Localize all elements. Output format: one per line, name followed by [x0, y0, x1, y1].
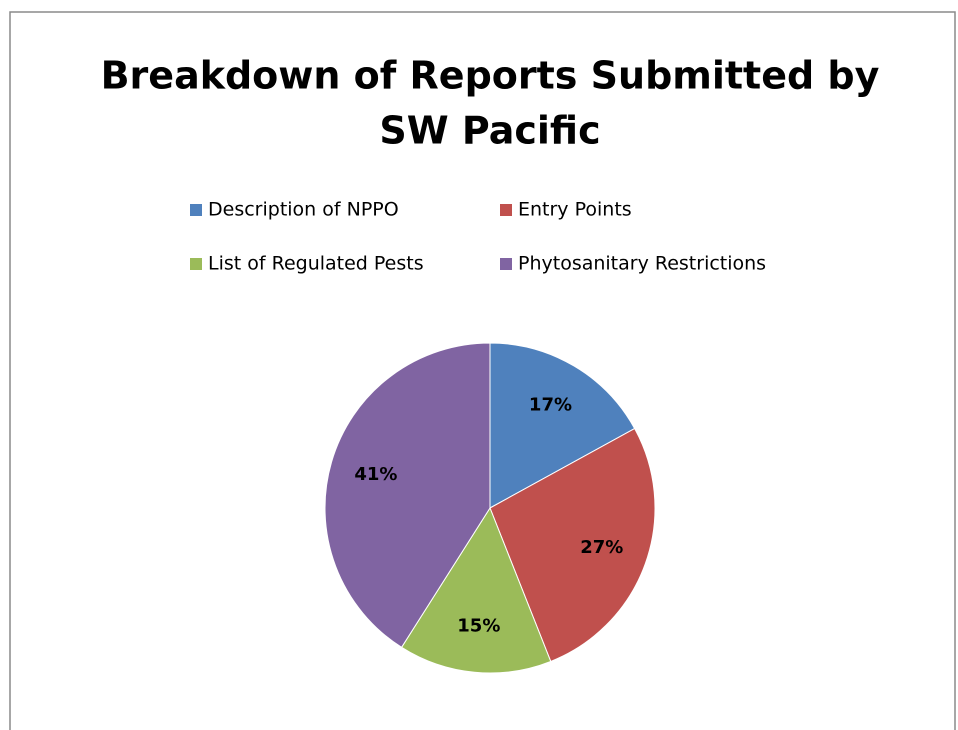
legend-text: List of Regulated Pests: [208, 253, 424, 275]
chart-frame: [9, 11, 956, 730]
legend-swatch: [500, 258, 512, 270]
legend-text: Description of NPPO: [208, 199, 399, 221]
slice-label: 17%: [529, 395, 572, 416]
legend-swatch: [190, 258, 202, 270]
slice-label: 27%: [580, 537, 623, 558]
legend-text: Phytosanitary Restrictions: [518, 253, 766, 275]
pie-slice: [489, 342, 636, 509]
pie-slice: [489, 427, 656, 663]
chart-title: SW Pacific: [379, 109, 600, 153]
legend-swatch: [500, 204, 512, 216]
legend-text: Entry Points: [518, 199, 632, 221]
chart-title: Breakdown of Reports Submitted by: [101, 54, 880, 98]
legend-swatch: [190, 204, 202, 216]
slice-label: 15%: [457, 615, 500, 636]
slice-label: 41%: [354, 464, 397, 485]
pie-slice: [400, 506, 552, 674]
pie-slice: [324, 342, 491, 649]
